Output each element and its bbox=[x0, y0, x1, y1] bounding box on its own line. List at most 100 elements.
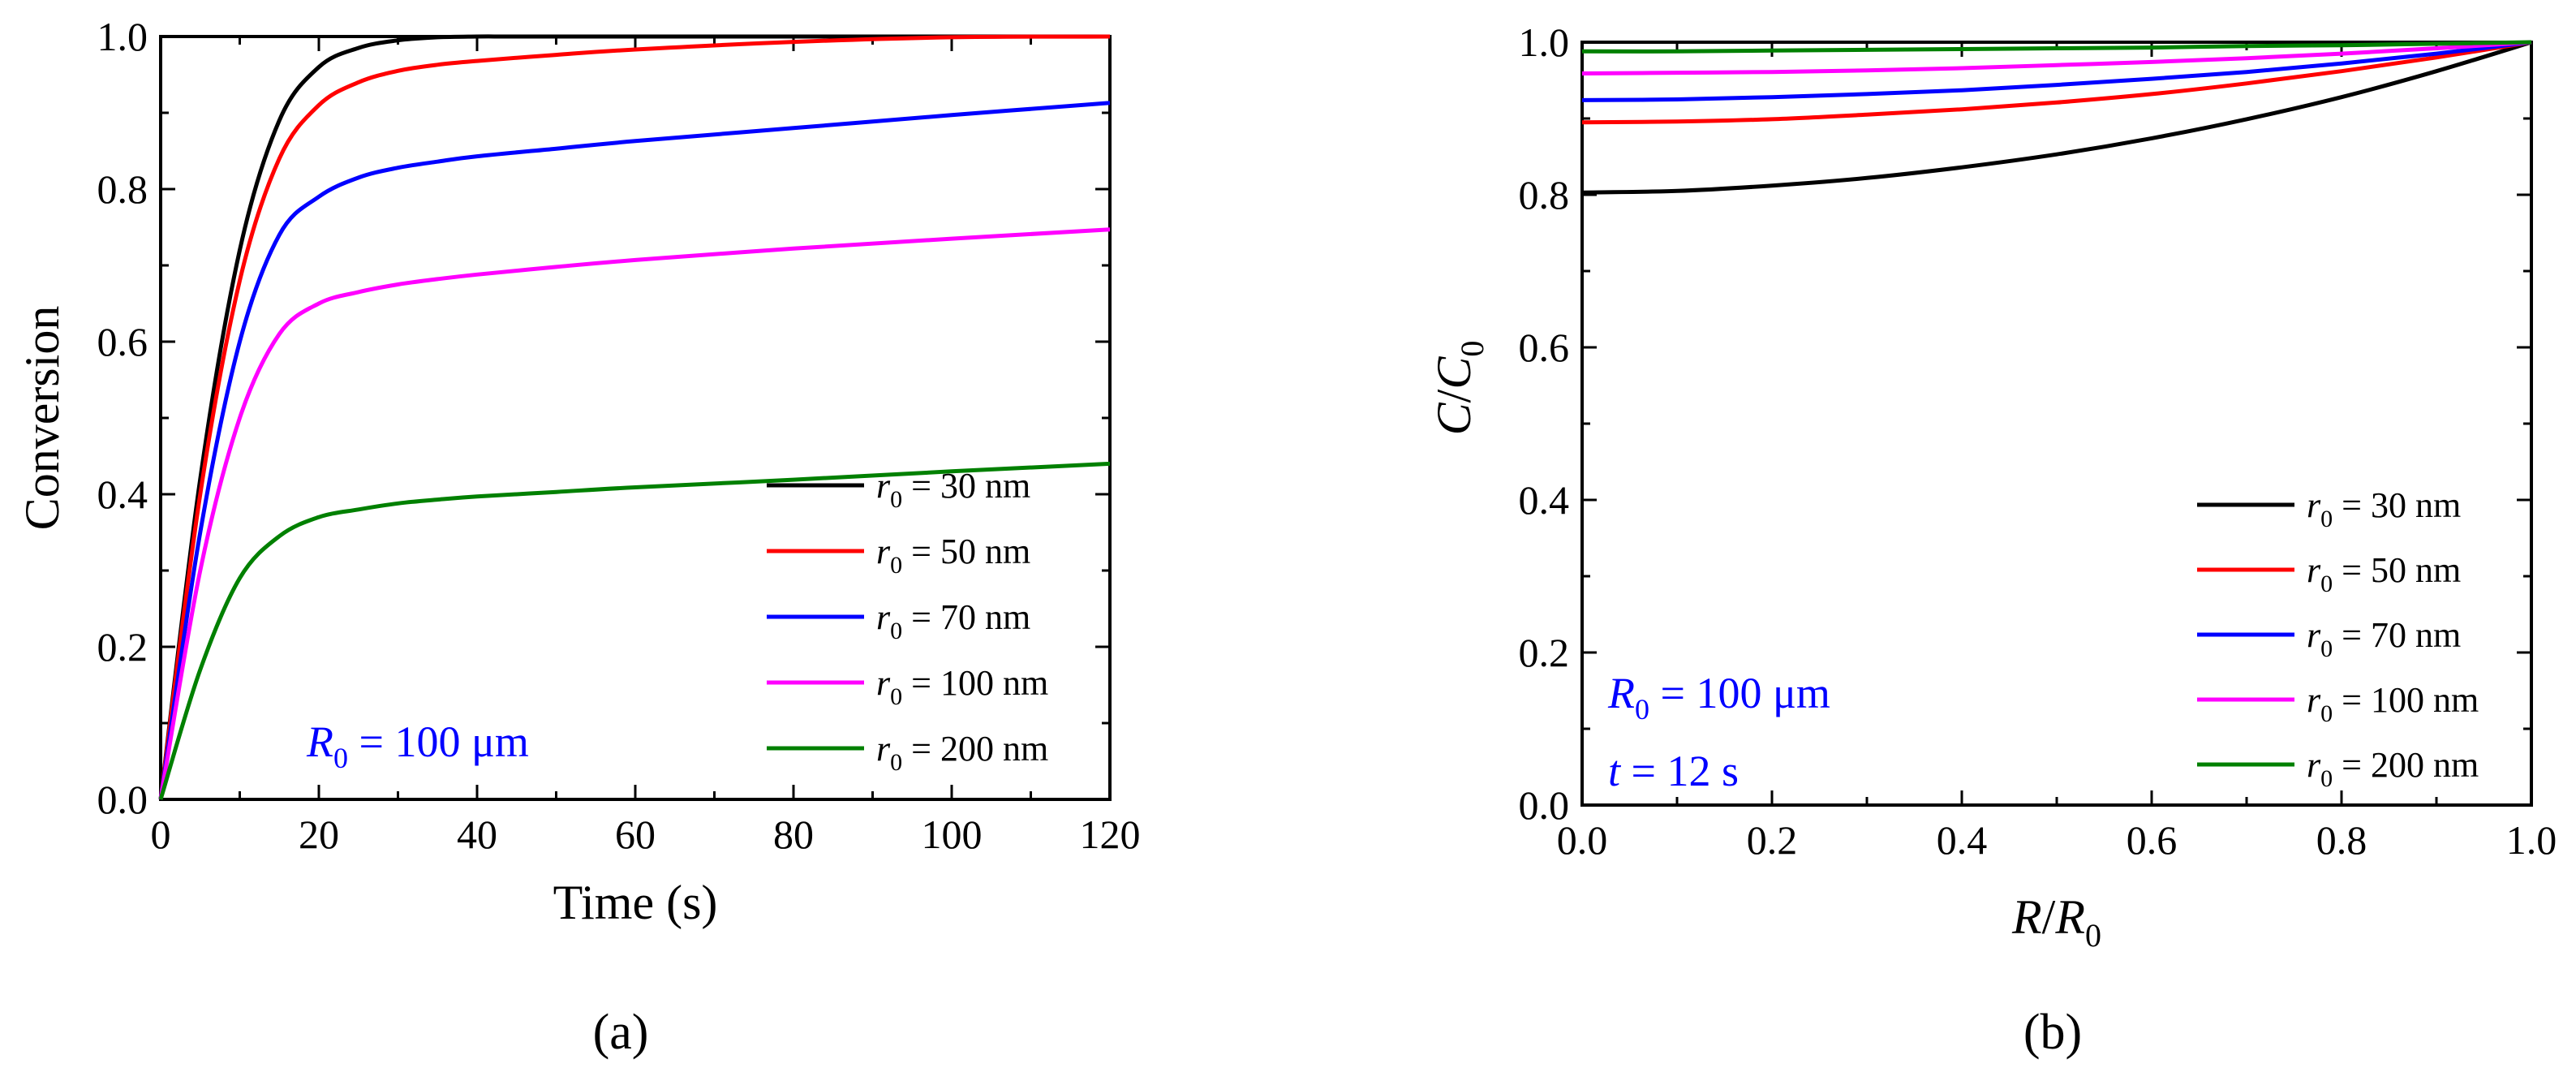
panel-b-series-r0-50-nm-line bbox=[1581, 40, 2532, 125]
panel-a-annotation-text: = 100 μm bbox=[348, 717, 529, 766]
panel-b-annotation-subscript: 0 bbox=[1635, 693, 1649, 726]
panel-a-series-r0-100-nm-line bbox=[158, 227, 1111, 800]
panel-a-y-tick-label: 0.8 bbox=[97, 166, 148, 212]
panel-b-x-tick-label: 0.0 bbox=[1557, 817, 1608, 863]
legend-label: = 50 nm bbox=[2333, 550, 2461, 590]
panel-b-ticks: 0.0 0.2 0.4 0.6 0.8 1.0 0.0 0.2 0.4 0.6 0.8 1.0 bbox=[1519, 19, 2557, 863]
panel-b-xlabel-symbol: R bbox=[2011, 890, 2042, 944]
legend-symbol: r bbox=[2307, 550, 2321, 590]
panel-a-x-axis-label: Time (s) bbox=[553, 876, 718, 929]
panel-a-x-tick-label: 120 bbox=[1080, 812, 1141, 857]
panel-a-curves bbox=[158, 34, 1111, 800]
panel-b-x-tick-label: 1.0 bbox=[2506, 817, 2557, 863]
panel-b-x-axis-label: R/R0 bbox=[2011, 890, 2101, 954]
legend-symbol: r bbox=[2307, 615, 2321, 655]
panel-b-legend-entry-r0-70-nm: r0 = 70 nm bbox=[2307, 615, 2461, 662]
panel-b-ylabel-symbol: C bbox=[1427, 402, 1481, 435]
legend-subscript: 0 bbox=[2320, 700, 2333, 727]
panel-a-legend-entry-r0-70-nm: r0 = 70 nm bbox=[876, 597, 1030, 644]
legend-subscript: 0 bbox=[890, 749, 902, 776]
panel-a-y-tick-label: 0.2 bbox=[97, 624, 148, 670]
legend-label: = 200 nm bbox=[2333, 745, 2479, 785]
legend-symbol: r bbox=[876, 729, 891, 769]
panel-b-annotation-symbol: R bbox=[1607, 669, 1635, 717]
legend-label: = 100 nm bbox=[902, 663, 1048, 703]
panel-b-x-tick-label: 0.4 bbox=[1937, 817, 1988, 863]
panel-b-y-tick-label: 0.0 bbox=[1519, 782, 1570, 828]
panel-b-series-r0-100-nm-line bbox=[1581, 40, 2532, 75]
panel-a-y-tick-label: 0.0 bbox=[97, 777, 148, 822]
panel-b-ylabel-separator: / bbox=[1427, 389, 1481, 403]
legend-subscript: 0 bbox=[2320, 506, 2333, 532]
legend-subscript: 0 bbox=[890, 683, 902, 710]
panel-b-time-symbol: t bbox=[1608, 747, 1622, 795]
panel-a-y-tick-label: 0.6 bbox=[97, 319, 148, 364]
panel-b-xlabel-symbol-2: R bbox=[2054, 890, 2085, 944]
legend-label: = 70 nm bbox=[2333, 615, 2461, 655]
panel-b-chart: 0.0 0.2 0.4 0.6 0.8 1.0 0.0 0.2 0.4 0.6 0.8 1.0 r0 … bbox=[1427, 19, 2557, 1060]
panel-b-legend-entry-r0-50-nm: r0 = 50 nm bbox=[2307, 550, 2461, 597]
panel-b-legend-entry-r0-30-nm: r0 = 30 nm bbox=[2307, 485, 2461, 532]
legend-subscript: 0 bbox=[2320, 765, 2333, 792]
panel-a-x-tick-label: 40 bbox=[457, 812, 497, 857]
panel-a-y-tick-label: 1.0 bbox=[97, 14, 148, 59]
legend-label: = 30 nm bbox=[902, 466, 1030, 506]
panel-a-label: (a) bbox=[593, 1005, 649, 1060]
panel-a-series-r0-30-nm-line bbox=[158, 34, 1110, 800]
panel-a-y-axis-label: Conversion bbox=[15, 306, 69, 531]
panel-a-series-r0-50-nm-line bbox=[158, 34, 1111, 800]
legend-symbol: r bbox=[876, 597, 891, 637]
panel-b-x-tick-label: 0.8 bbox=[2316, 817, 2367, 863]
legend-symbol: r bbox=[876, 532, 891, 571]
panel-b-legend-entry-r0-200-nm: r0 = 200 nm bbox=[2307, 745, 2479, 792]
panel-b-time-annotation: t = 12 s bbox=[1608, 747, 1739, 795]
panel-b-series-r0-30-nm-line bbox=[1581, 40, 2532, 195]
panel-b-ylabel-subscript: 0 bbox=[1454, 341, 1490, 357]
panel-a-annotation-subscript: 0 bbox=[333, 742, 348, 774]
panel-b-y-tick-label: 0.4 bbox=[1519, 477, 1570, 523]
panel-b-series-r0-70-nm-line bbox=[1581, 40, 2532, 102]
panel-b-y-tick-label: 0.6 bbox=[1519, 325, 1570, 370]
legend-label: = 50 nm bbox=[902, 532, 1030, 571]
legend-label: = 30 nm bbox=[2333, 485, 2461, 525]
legend-symbol: r bbox=[2307, 680, 2321, 720]
legend-subscript: 0 bbox=[890, 618, 902, 644]
legend-symbol: r bbox=[2307, 745, 2321, 785]
legend-subscript: 0 bbox=[890, 486, 902, 513]
legend-label: = 100 nm bbox=[2333, 680, 2479, 720]
panel-b-series-r0-200-nm-line bbox=[1581, 40, 2532, 54]
panel-b-xlabel-separator: / bbox=[2042, 890, 2056, 944]
panel-b-time-text: = 12 s bbox=[1620, 747, 1739, 795]
panel-b-x-tick-label: 0.2 bbox=[1747, 817, 1798, 863]
panel-a-series-r0-200-nm-line bbox=[158, 461, 1111, 800]
panel-b-y-tick-label: 0.2 bbox=[1519, 630, 1570, 675]
panel-b-y-tick-label: 0.8 bbox=[1519, 172, 1570, 217]
legend-subscript: 0 bbox=[2320, 635, 2333, 662]
legend-label: = 70 nm bbox=[902, 597, 1030, 637]
panel-a-x-tick-label: 0 bbox=[151, 812, 171, 857]
panel-a-x-tick-label: 100 bbox=[922, 812, 983, 857]
panel-a-legend-entry-r0-30-nm: r0 = 30 nm bbox=[876, 466, 1030, 513]
panel-b-label: (b) bbox=[2023, 1005, 2082, 1060]
panel-b-x-tick-label: 0.6 bbox=[2127, 817, 2178, 863]
panel-a-x-tick-label: 60 bbox=[615, 812, 656, 857]
panel-a-annotation-symbol: R bbox=[306, 717, 333, 766]
legend-symbol: r bbox=[876, 663, 891, 703]
panel-b-y-axis-label: C/C0 bbox=[1427, 341, 1490, 436]
panel-a-legend-entry-r0-100-nm: r0 = 100 nm bbox=[876, 663, 1048, 710]
panel-a-series-r0-70-nm-line bbox=[158, 101, 1111, 800]
panel-b-xlabel-subscript: 0 bbox=[2085, 917, 2101, 954]
panel-b-legend-entry-r0-100-nm: r0 = 100 nm bbox=[2307, 680, 2479, 727]
panel-b-curves bbox=[1581, 40, 2532, 195]
panel-b-ylabel-symbol-2: C bbox=[1427, 356, 1481, 390]
panel-a-ticks: 0 20 40 60 80 100 120 0.0 0.2 0.4 0.6 0.8 1.0 bbox=[97, 14, 1141, 857]
panel-a-legend-entry-r0-50-nm: r0 = 50 nm bbox=[876, 532, 1030, 579]
panel-a-x-tick-label: 80 bbox=[773, 812, 814, 857]
legend-subscript: 0 bbox=[890, 552, 902, 579]
legend-symbol: r bbox=[2307, 485, 2321, 525]
panel-a-legend-entry-r0-200-nm: r0 = 200 nm bbox=[876, 729, 1048, 776]
